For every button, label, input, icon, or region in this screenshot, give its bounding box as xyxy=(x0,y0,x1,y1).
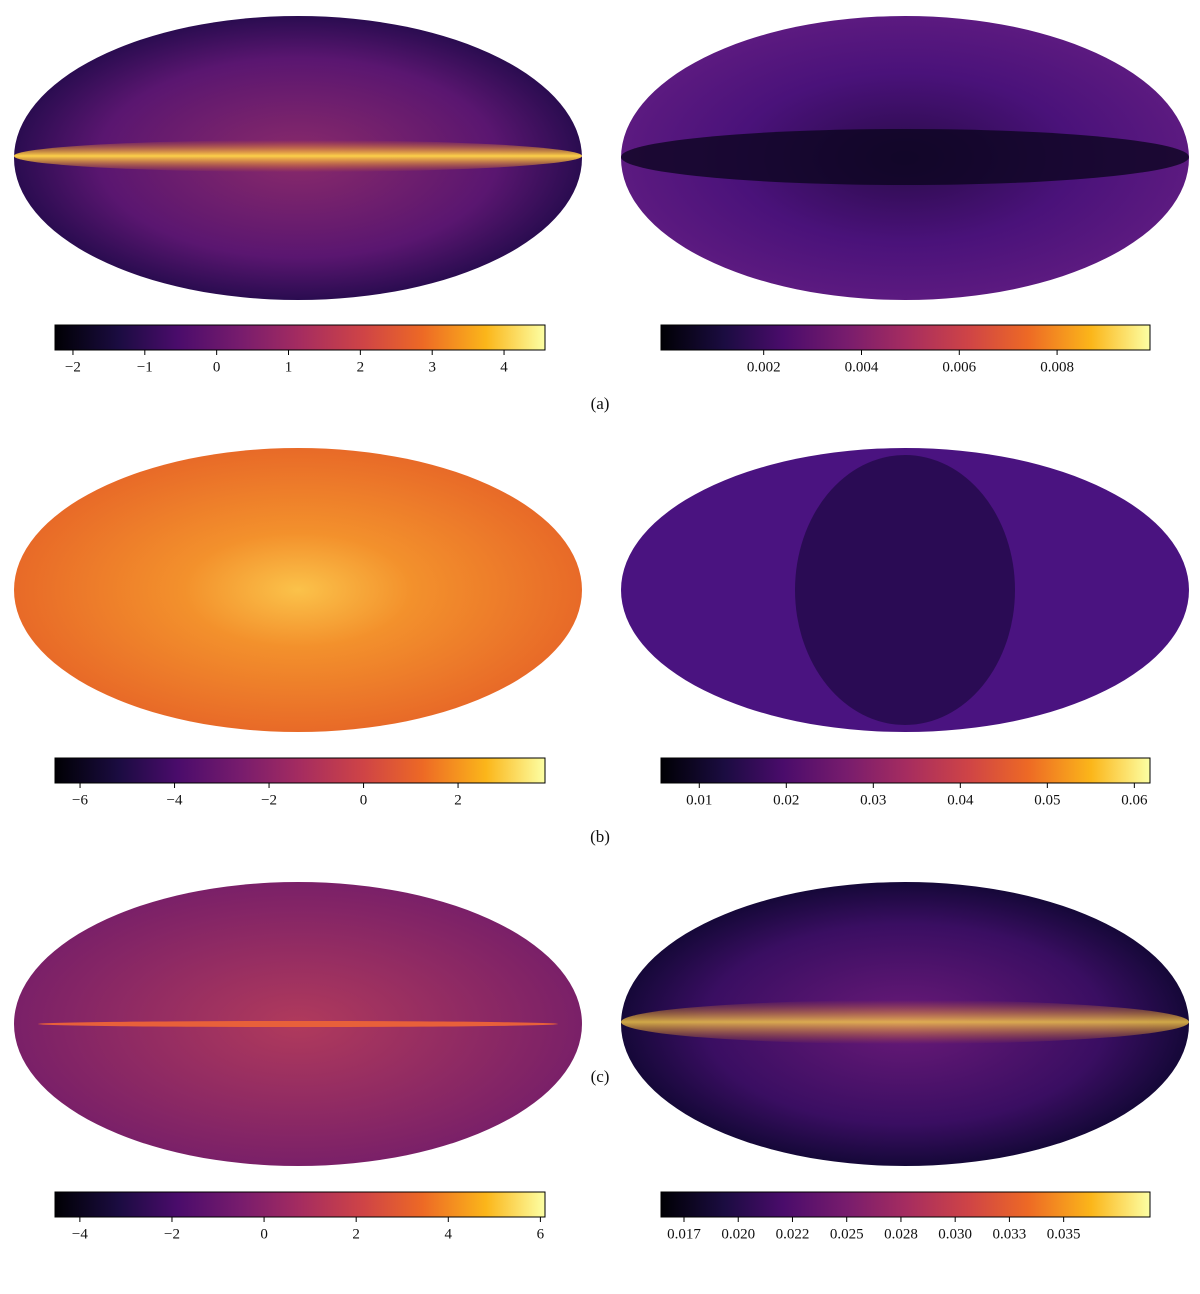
colorbar xyxy=(54,1191,546,1218)
tick-label: 2 xyxy=(357,359,365,375)
tick-label: −2 xyxy=(164,1226,180,1242)
tick-label: 2 xyxy=(352,1226,360,1242)
map-band xyxy=(621,1000,1189,1044)
tick-label: −1 xyxy=(137,359,153,375)
tick-label: 6 xyxy=(537,1226,545,1242)
tick-label: 0.020 xyxy=(721,1226,755,1242)
tick-label: 0.025 xyxy=(830,1226,864,1242)
tick-label: 0.028 xyxy=(884,1226,918,1242)
tick-label: 4 xyxy=(445,1226,453,1242)
colorbar xyxy=(660,1191,1151,1218)
tick-label: −4 xyxy=(72,1226,88,1242)
colorbar xyxy=(54,757,546,784)
tick-label: 0.04 xyxy=(947,792,974,808)
tick-label: 0 xyxy=(360,792,368,808)
tick-label: 0.017 xyxy=(667,1226,701,1242)
tick-label: 0.01 xyxy=(686,792,712,808)
caption: (b) xyxy=(590,827,610,846)
map-shadow xyxy=(795,455,1015,725)
caption: (a) xyxy=(591,394,610,413)
tick-label: 1 xyxy=(285,359,293,375)
tick-label: 3 xyxy=(428,359,436,375)
tick-label: 0.008 xyxy=(1040,359,1074,375)
tick-label: −4 xyxy=(167,792,183,808)
tick-label: 0.030 xyxy=(938,1226,972,1242)
tick-label: 0.02 xyxy=(773,792,799,808)
tick-label: 2 xyxy=(454,792,462,808)
tick-label: 4 xyxy=(500,359,508,375)
map-band xyxy=(38,1021,558,1027)
tick-label: 0.002 xyxy=(747,359,781,375)
map-band xyxy=(14,140,582,172)
colorbar xyxy=(660,324,1151,351)
colorbar xyxy=(54,324,546,351)
tick-label: 0 xyxy=(260,1226,268,1242)
tick-label: 0.006 xyxy=(942,359,976,375)
tick-label: 0.05 xyxy=(1034,792,1060,808)
map xyxy=(14,448,582,732)
tick-label: 0.004 xyxy=(845,359,879,375)
map-band xyxy=(621,129,1189,185)
caption: (c) xyxy=(591,1067,610,1086)
tick-label: −2 xyxy=(65,359,81,375)
tick-label: −2 xyxy=(261,792,277,808)
tick-label: 0.022 xyxy=(776,1226,810,1242)
tick-label: 0.03 xyxy=(860,792,886,808)
maps xyxy=(14,16,1189,1166)
tick-label: 0 xyxy=(213,359,221,375)
tick-label: 0.033 xyxy=(993,1226,1027,1242)
tick-label: 0.06 xyxy=(1121,792,1148,808)
colorbar xyxy=(660,757,1151,784)
tick-label: 0.035 xyxy=(1047,1226,1081,1242)
tick-label: −6 xyxy=(72,792,88,808)
